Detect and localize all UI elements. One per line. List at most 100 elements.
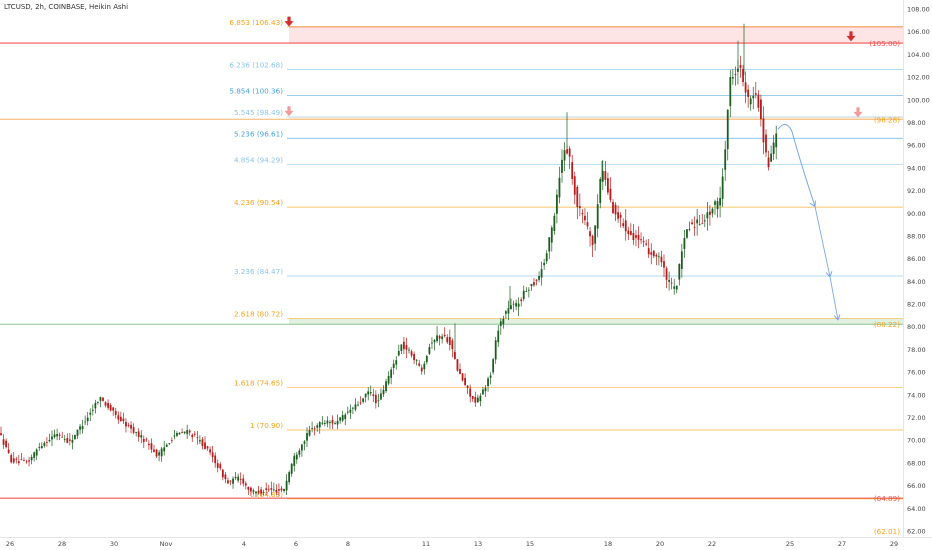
candle-down <box>448 336 451 345</box>
candle-up <box>548 237 551 252</box>
fib-level-label: 6.853 (106.43) <box>229 18 283 27</box>
candle-down <box>142 438 145 442</box>
candle-up <box>686 229 688 238</box>
candle-up <box>357 404 359 406</box>
candle-down <box>471 396 474 399</box>
candle-up <box>476 397 479 403</box>
candle-up <box>563 150 566 161</box>
candle-up <box>283 488 285 491</box>
candle-up <box>550 227 553 243</box>
time-tick-label: 30 <box>110 540 118 548</box>
candle-down <box>454 351 456 359</box>
candle-up <box>74 435 76 440</box>
candle-down <box>28 460 30 462</box>
candle-up <box>688 228 691 230</box>
candle-up <box>489 375 492 378</box>
candle-up <box>341 415 344 421</box>
candle-down <box>188 430 191 433</box>
price-axis: 108.00 106.00 104.00 102.00 100.00 98.00 96.00… <box>907 6 930 536</box>
price-tick-label: 84.00 <box>907 278 926 286</box>
candle-down <box>280 488 283 491</box>
candle-down <box>413 354 415 361</box>
candle-up <box>390 369 393 378</box>
candle-down <box>109 405 112 411</box>
candle-down <box>691 222 693 225</box>
candle-down <box>278 489 280 491</box>
price-tick-label: 76.00 <box>907 369 926 377</box>
time-tick-label: 8 <box>346 540 350 548</box>
candle-down <box>571 162 574 179</box>
candle-down <box>403 341 405 350</box>
candle-up <box>770 153 772 162</box>
candle-up <box>658 256 660 258</box>
candle-up <box>530 283 533 287</box>
candle-down <box>214 455 217 464</box>
candle-down <box>647 248 650 255</box>
candle-down <box>573 176 576 195</box>
labels-layer: (105.00) (98.28) (80.22) (64.89) (62.01) <box>869 39 900 536</box>
candle-up <box>752 95 755 99</box>
candle-up <box>336 420 339 425</box>
candle-down <box>765 134 767 153</box>
candle-down <box>114 410 117 415</box>
right-level-label: (80.22) <box>874 320 900 329</box>
candle-up <box>517 303 520 307</box>
candle-down <box>23 459 25 461</box>
projection-segment <box>829 276 839 321</box>
price-tick-label: 106.00 <box>907 28 930 36</box>
candle-up <box>344 414 347 420</box>
time-tick-label: 15 <box>526 540 534 548</box>
candle-down <box>660 256 663 263</box>
candle-up <box>680 251 683 269</box>
candle-down <box>757 94 760 108</box>
candle-down <box>224 474 227 480</box>
candle-up <box>714 201 716 205</box>
candle-down <box>216 463 219 468</box>
candle-down <box>250 487 252 492</box>
candle-up <box>290 463 293 474</box>
candle-up <box>594 225 597 244</box>
candle-up <box>497 330 500 343</box>
candle-down <box>107 402 109 408</box>
candle-down <box>589 231 591 237</box>
red-arrow-top-left <box>284 16 294 27</box>
candle-down <box>624 220 627 232</box>
candle-up <box>352 407 354 409</box>
candle-up <box>479 395 482 402</box>
candle-up <box>311 428 313 429</box>
candle-down <box>137 431 140 437</box>
candle-up <box>599 178 602 204</box>
price-tick-label: 74.00 <box>907 391 926 399</box>
right-level-label: (105.00) <box>869 39 900 48</box>
candle-up <box>703 220 706 222</box>
candle-down <box>15 458 18 460</box>
candle-down <box>635 235 637 238</box>
candle-down <box>331 419 334 424</box>
time-tick-label: 11 <box>422 540 430 548</box>
price-tick-label: 96.00 <box>907 142 926 150</box>
candle-up <box>515 303 517 307</box>
candle-down <box>591 235 594 245</box>
candle-up <box>163 447 166 452</box>
candle-up <box>186 430 189 435</box>
candle-down <box>469 388 472 397</box>
candle-up <box>668 280 670 282</box>
candle-up <box>272 489 275 491</box>
candle-down <box>181 432 183 433</box>
candle-down <box>155 449 158 457</box>
candle-down <box>739 65 742 68</box>
candle-down <box>196 437 199 439</box>
candle-down <box>663 261 665 268</box>
candle-up <box>538 276 540 280</box>
candle-up <box>288 472 291 483</box>
candle-up <box>487 378 489 387</box>
candle-down <box>359 402 362 404</box>
price-tick-label: 70.00 <box>907 437 926 445</box>
projection-segment <box>814 206 831 277</box>
candles-layer <box>0 23 778 498</box>
candle-up <box>43 442 46 446</box>
candle-down <box>58 434 61 436</box>
candle-up <box>431 342 433 344</box>
candle-down <box>206 446 209 449</box>
